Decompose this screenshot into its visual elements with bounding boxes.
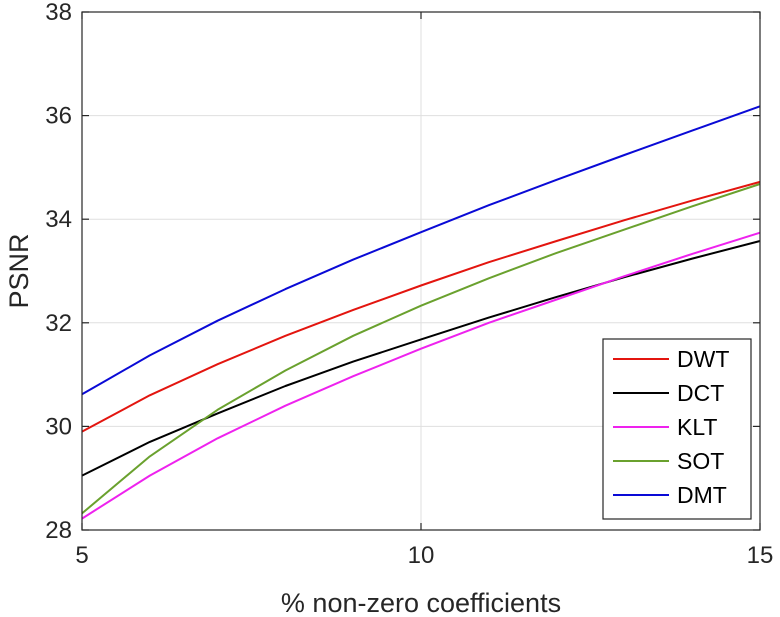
legend-box	[602, 338, 752, 520]
x-axis-ticks: 5 10 15	[75, 12, 773, 569]
y-tick-label: 32	[45, 310, 72, 337]
x-tick-label: 5	[75, 542, 88, 569]
legend-label-dwt: DWT	[677, 346, 729, 372]
series-line-dwt	[81, 180, 761, 433]
y-tick-label: 36	[45, 103, 72, 130]
y-axis-ticks: 28 30 32 34 36 38	[45, 0, 760, 544]
legend-label-klt: KLT	[677, 414, 717, 440]
legend-label-dct: DCT	[677, 380, 724, 406]
x-tick-label: 10	[408, 542, 435, 569]
x-tick-label: 15	[747, 542, 774, 569]
legend: DWT DCT KLT SOT DMT	[602, 338, 752, 520]
y-tick-label: 30	[45, 413, 72, 440]
series-line-sot	[81, 183, 761, 515]
y-tick-label: 38	[45, 0, 72, 26]
legend-label-sot: SOT	[677, 448, 724, 474]
legend-label-dmt: DMT	[677, 482, 727, 508]
series-line-klt	[81, 231, 761, 520]
x-axis-label: % non-zero coefficients	[281, 588, 561, 617]
series-line-dct	[81, 240, 761, 477]
series-lines	[81, 105, 761, 520]
y-axis-label: PSNR	[4, 233, 34, 308]
series-line-dmt	[81, 105, 761, 396]
y-tick-label: 34	[45, 206, 72, 233]
y-tick-label: 28	[45, 517, 72, 544]
